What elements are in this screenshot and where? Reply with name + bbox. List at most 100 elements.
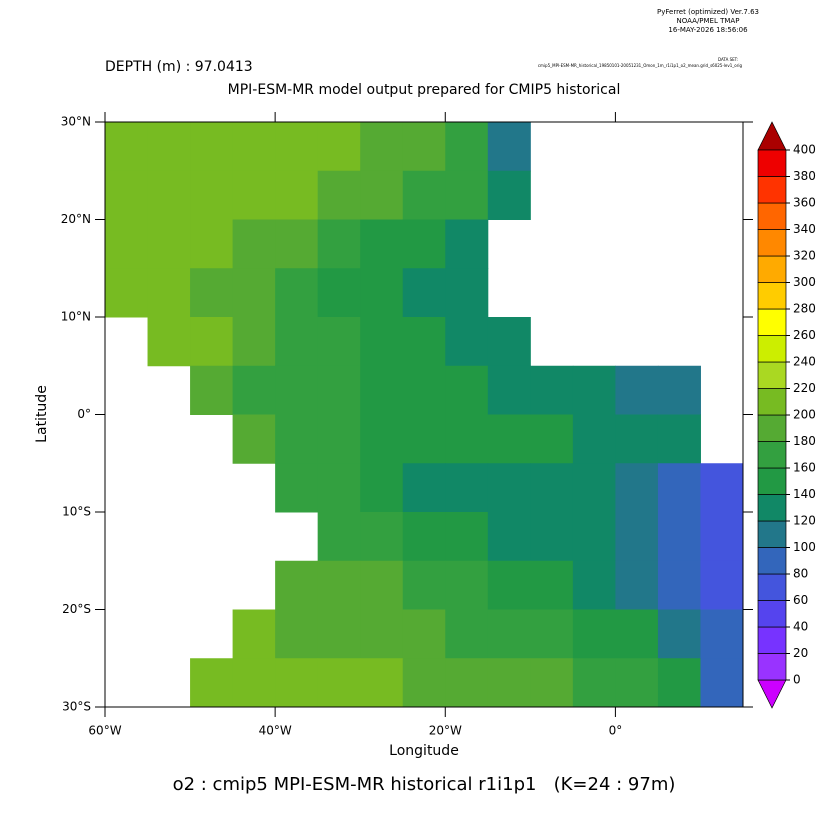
colorbar-label: 240 xyxy=(793,355,816,369)
colorbar-box xyxy=(757,494,787,522)
cell xyxy=(657,609,701,659)
colorbar-label: 160 xyxy=(793,461,816,475)
cell xyxy=(445,170,489,220)
cell xyxy=(105,170,149,220)
colorbar-box xyxy=(757,308,787,336)
cell xyxy=(530,609,574,659)
cell xyxy=(487,512,531,562)
cell xyxy=(615,463,659,513)
depth-label: DEPTH (m) : 97.0413 xyxy=(105,59,253,75)
colorbar-label: 0 xyxy=(793,673,801,687)
cell xyxy=(487,560,531,610)
cell xyxy=(445,512,489,562)
cell xyxy=(700,658,744,708)
cell xyxy=(275,365,319,415)
colorbar-label: 80 xyxy=(793,567,808,581)
cell xyxy=(147,219,191,269)
cell xyxy=(402,512,446,562)
y-tick-label: 20°S xyxy=(62,602,91,616)
cell xyxy=(147,317,191,367)
colorbar-label: 260 xyxy=(793,328,816,342)
cell xyxy=(700,463,744,513)
cell xyxy=(615,512,659,562)
cell xyxy=(147,268,191,318)
cell xyxy=(360,219,404,269)
cell xyxy=(402,365,446,415)
cell xyxy=(190,219,234,269)
colorbar-label: 300 xyxy=(793,275,816,289)
cell xyxy=(317,365,361,415)
cell xyxy=(402,170,446,220)
colorbar-box xyxy=(757,361,787,389)
timestamp: 16-MAY-2026 18:56:06 xyxy=(668,26,748,34)
cell xyxy=(402,560,446,610)
cell xyxy=(445,414,489,464)
colorbar-label: 380 xyxy=(793,169,816,183)
cell xyxy=(530,560,574,610)
cell xyxy=(657,658,701,708)
cell xyxy=(317,658,361,708)
cell xyxy=(360,268,404,318)
colorbar-under xyxy=(757,679,787,709)
cell xyxy=(317,512,361,562)
y-tick-label: 30°S xyxy=(62,700,91,714)
cell xyxy=(487,463,531,513)
cell xyxy=(487,414,531,464)
colorbar-box xyxy=(757,653,787,681)
colorbar-box xyxy=(757,441,787,469)
colorbar-box xyxy=(757,176,787,204)
cell xyxy=(445,268,489,318)
cell xyxy=(232,122,276,172)
y-axis-label: Latitude xyxy=(34,385,50,443)
cell xyxy=(317,560,361,610)
cell xyxy=(487,170,531,220)
cell xyxy=(360,365,404,415)
cell xyxy=(275,317,319,367)
cell xyxy=(317,268,361,318)
y-tick-label: 10°S xyxy=(62,505,91,519)
cell xyxy=(700,609,744,659)
cell xyxy=(360,658,404,708)
colorbar-box xyxy=(757,255,787,283)
colorbar-label: 200 xyxy=(793,408,816,422)
cell xyxy=(360,609,404,659)
cell xyxy=(232,414,276,464)
cell xyxy=(232,365,276,415)
y-tick-label: 0° xyxy=(77,407,91,421)
cell xyxy=(530,414,574,464)
cell xyxy=(232,219,276,269)
cell xyxy=(190,122,234,172)
cell xyxy=(487,365,531,415)
cell xyxy=(402,414,446,464)
cell xyxy=(105,219,149,269)
x-tick-label: 40°W xyxy=(259,724,292,738)
cell xyxy=(232,268,276,318)
cell xyxy=(615,560,659,610)
cell xyxy=(615,414,659,464)
cell xyxy=(105,268,149,318)
colorbar-label: 180 xyxy=(793,434,816,448)
x-tick-label: 20°W xyxy=(429,724,462,738)
lab: NOAA/PMEL TMAP xyxy=(677,17,740,25)
cell xyxy=(190,658,234,708)
colorbar-label: 340 xyxy=(793,222,816,236)
colorbar-label: 280 xyxy=(793,302,816,316)
cell xyxy=(572,365,616,415)
cell xyxy=(615,658,659,708)
cell xyxy=(530,463,574,513)
cell xyxy=(275,414,319,464)
cell xyxy=(275,658,319,708)
cell xyxy=(360,560,404,610)
cell xyxy=(572,609,616,659)
cell xyxy=(360,122,404,172)
cell xyxy=(275,463,319,513)
cell xyxy=(657,560,701,610)
colorbar-box xyxy=(757,388,787,416)
cell xyxy=(275,609,319,659)
cell xyxy=(317,219,361,269)
colorbar-label: 60 xyxy=(793,593,808,607)
colorbar-box xyxy=(757,547,787,575)
y-tick-label: 20°N xyxy=(61,212,91,226)
y-tick-label: 30°N xyxy=(61,115,91,129)
